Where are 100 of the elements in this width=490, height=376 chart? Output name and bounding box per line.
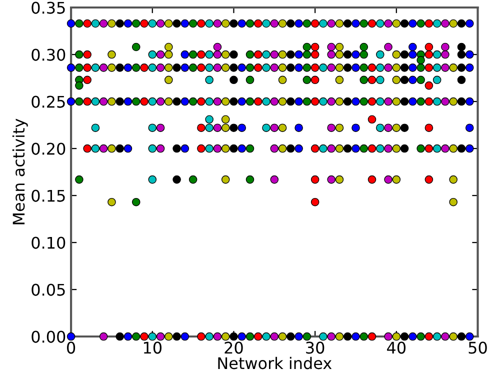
y-tick-label: 0.10 (32, 236, 66, 249)
point (310, 19, 320, 28)
point (148, 64, 157, 72)
point (376, 144, 384, 153)
point (310, 50, 320, 59)
point (108, 64, 116, 72)
point (262, 19, 270, 28)
point (335, 50, 344, 59)
point (124, 97, 132, 106)
point (213, 332, 222, 341)
point (197, 144, 206, 153)
point (343, 332, 352, 341)
point (384, 332, 392, 341)
point (124, 19, 132, 28)
point (465, 124, 474, 132)
point (432, 76, 442, 84)
point (188, 50, 198, 59)
point (188, 64, 198, 72)
point (197, 97, 206, 106)
point (172, 19, 181, 28)
point (294, 64, 303, 72)
point (140, 19, 148, 28)
point (360, 144, 368, 153)
point (238, 19, 246, 28)
point (238, 124, 246, 132)
point (352, 50, 360, 59)
point (441, 50, 450, 59)
point (270, 19, 279, 28)
point (91, 97, 100, 106)
point (172, 97, 181, 106)
point (335, 124, 344, 132)
point (246, 19, 254, 28)
point (246, 175, 254, 184)
point (343, 144, 352, 153)
y-tick-label: 0.25 (32, 96, 65, 108)
point (132, 332, 140, 341)
point (262, 97, 270, 106)
point (392, 64, 401, 72)
point (230, 97, 238, 106)
point (335, 97, 344, 106)
point (343, 19, 352, 28)
point (424, 124, 434, 132)
point (327, 42, 336, 52)
point (408, 97, 417, 106)
point (441, 332, 450, 341)
point (302, 76, 312, 84)
point (221, 144, 230, 153)
point (294, 19, 303, 28)
point (83, 64, 92, 72)
point (400, 332, 409, 341)
point (75, 50, 84, 59)
point (83, 144, 92, 153)
point (457, 332, 466, 341)
point (327, 19, 336, 28)
point (368, 175, 376, 184)
point (384, 97, 392, 106)
point (246, 332, 254, 341)
point (205, 76, 214, 84)
x-tick-label: 30 (306, 342, 324, 354)
point (246, 97, 254, 106)
point (172, 175, 181, 184)
point (140, 97, 148, 106)
point (270, 50, 279, 59)
point (376, 97, 384, 106)
point (254, 19, 262, 28)
point (392, 76, 401, 84)
point (124, 64, 132, 72)
point (432, 64, 442, 72)
point (416, 144, 425, 153)
point (302, 42, 312, 52)
point (278, 19, 287, 28)
point (392, 332, 401, 341)
point (335, 144, 344, 153)
point (246, 144, 254, 153)
point (246, 50, 254, 59)
point (270, 332, 279, 341)
point (164, 76, 173, 84)
point (392, 124, 401, 132)
point (180, 19, 190, 28)
point (335, 42, 344, 52)
point (360, 50, 368, 59)
point (310, 198, 320, 206)
point (197, 64, 206, 72)
point (465, 144, 474, 153)
point (392, 19, 401, 28)
point (424, 19, 434, 28)
point (457, 144, 466, 153)
point (294, 124, 303, 132)
point (156, 64, 165, 72)
point (424, 64, 434, 72)
point (432, 19, 442, 28)
point (319, 64, 328, 72)
point (352, 64, 360, 72)
point (449, 97, 458, 106)
point (221, 50, 230, 59)
point (108, 97, 116, 106)
point (376, 124, 384, 132)
point (75, 97, 84, 106)
point (327, 97, 336, 106)
point (294, 97, 303, 106)
